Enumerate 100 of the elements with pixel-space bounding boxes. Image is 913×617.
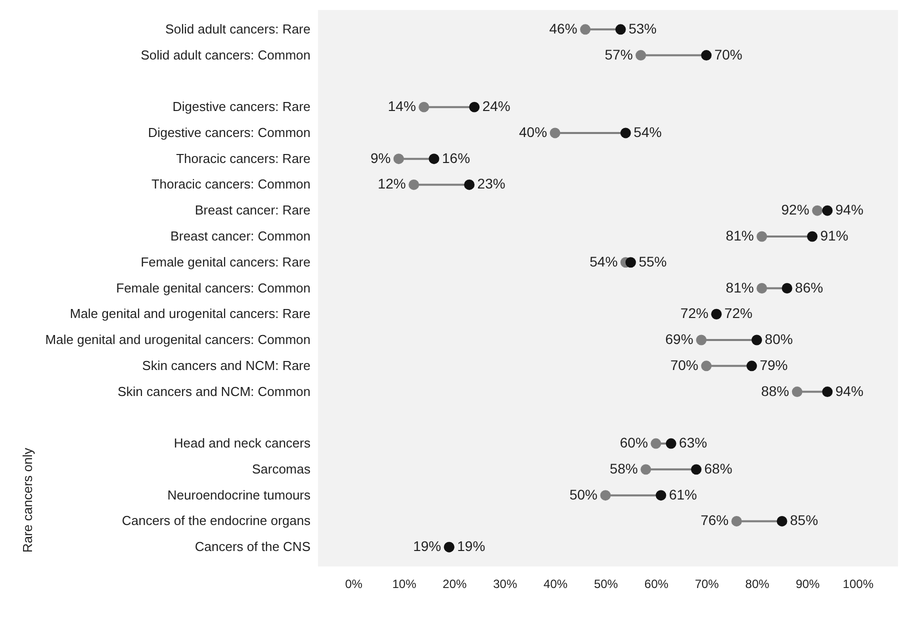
point bbox=[756, 283, 768, 294]
x-tick-label: 20% bbox=[442, 577, 468, 591]
data-label: 46% bbox=[549, 20, 578, 36]
point bbox=[580, 24, 591, 35]
y-tick-label: Male genital and urogenital cancers: Rare bbox=[70, 306, 310, 322]
x-tick-label: 30% bbox=[493, 577, 518, 591]
x-tick-label: 40% bbox=[544, 577, 568, 591]
point bbox=[752, 334, 762, 346]
y-tick-label: Male genital and urogenital cancers: Common bbox=[45, 332, 310, 348]
data-label: 24% bbox=[482, 98, 510, 114]
point bbox=[636, 50, 646, 61]
point bbox=[408, 179, 420, 190]
data-label: 54% bbox=[634, 124, 662, 140]
data-label: 69% bbox=[665, 331, 694, 348]
data-label: 60% bbox=[620, 434, 648, 451]
data-label: 23% bbox=[477, 176, 506, 192]
point bbox=[792, 386, 802, 398]
y-tick-label: Breast cancer: Common bbox=[170, 228, 310, 244]
point bbox=[464, 179, 475, 190]
data-label: 70% bbox=[714, 46, 742, 62]
y-tick-label: Sarcomas bbox=[252, 461, 311, 476]
y-tick-label: Cancers of the endocrine organs bbox=[122, 513, 311, 528]
data-label: 76% bbox=[700, 512, 729, 528]
data-label: 16% bbox=[442, 150, 470, 166]
data-label: 12% bbox=[378, 176, 406, 192]
point bbox=[756, 231, 768, 242]
data-label: 94% bbox=[835, 202, 864, 218]
point bbox=[696, 334, 707, 346]
point bbox=[782, 283, 792, 294]
data-label: 72% bbox=[724, 305, 752, 322]
y-tick-label: Neuroendocrine tumours bbox=[167, 487, 311, 502]
y-tick-label: Cancers of the CNS bbox=[194, 539, 311, 554]
data-label: 57% bbox=[604, 46, 633, 62]
x-tick-label: 0% bbox=[345, 577, 363, 591]
data-label: 55% bbox=[638, 253, 667, 270]
point bbox=[776, 516, 788, 526]
x-tick-label: 70% bbox=[694, 577, 720, 591]
point bbox=[812, 205, 823, 216]
point bbox=[666, 438, 676, 449]
data-label: 14% bbox=[388, 98, 416, 114]
data-label: 70% bbox=[670, 356, 698, 373]
data-label: 58% bbox=[610, 460, 638, 476]
point bbox=[550, 128, 560, 138]
data-label: 40% bbox=[519, 124, 548, 140]
point bbox=[418, 102, 430, 112]
data-label: 85% bbox=[790, 512, 818, 528]
point bbox=[428, 154, 440, 164]
point bbox=[701, 50, 712, 61]
y-tick-label: Thoracic cancers: Rare bbox=[176, 150, 310, 166]
data-label: 80% bbox=[764, 331, 793, 348]
y-tick-label: Skin cancers and NCM: Rare bbox=[142, 358, 310, 373]
x-tick-label: 10% bbox=[392, 577, 417, 591]
point bbox=[625, 257, 636, 268]
point bbox=[600, 490, 611, 501]
y-tick-label: Female genital cancers: Common bbox=[116, 280, 310, 296]
data-label: 92% bbox=[781, 202, 810, 218]
y-tick-label: Breast cancer: Rare bbox=[194, 202, 310, 218]
data-label: 50% bbox=[569, 486, 598, 502]
data-label: 94% bbox=[835, 382, 864, 399]
x-tick-label: 50% bbox=[594, 577, 618, 591]
data-label: 9% bbox=[370, 150, 391, 166]
x-tick-label: 80% bbox=[745, 577, 770, 591]
text: Rare cancers only bbox=[20, 447, 35, 553]
data-label: 86% bbox=[795, 279, 824, 296]
point bbox=[615, 24, 626, 35]
data-label: 72% bbox=[680, 305, 708, 322]
point bbox=[620, 128, 631, 138]
point bbox=[822, 386, 833, 398]
point bbox=[746, 360, 757, 372]
y-tick-label: Digestive cancers: Common bbox=[148, 124, 310, 140]
y-tick-label: Digestive cancers: Rare bbox=[172, 99, 310, 114]
data-label: 81% bbox=[726, 227, 754, 244]
data-label: 19% bbox=[413, 538, 442, 554]
point bbox=[393, 154, 404, 164]
y-tick-label: Female genital cancers: Rare bbox=[140, 254, 310, 270]
data-label: 61% bbox=[668, 486, 697, 502]
data-label: 53% bbox=[628, 20, 657, 36]
data-label: 88% bbox=[761, 382, 790, 399]
data-label: 91% bbox=[820, 227, 848, 244]
y-tick-label: Skin cancers and NCM: Common bbox=[118, 384, 310, 399]
data-label: 79% bbox=[760, 356, 788, 373]
y-tick-label: Thoracic cancers: Common bbox=[152, 176, 310, 192]
y-tick-label: Solid adult cancers: Rare bbox=[165, 21, 310, 36]
point bbox=[731, 516, 742, 526]
data-label: 81% bbox=[726, 279, 754, 296]
x-tick-label: 60% bbox=[644, 577, 669, 591]
point bbox=[640, 464, 652, 475]
data-label: 63% bbox=[679, 434, 708, 451]
point bbox=[807, 231, 818, 242]
x-tick-label: 100% bbox=[842, 577, 874, 591]
data-label: 54% bbox=[590, 253, 618, 270]
point bbox=[691, 464, 702, 475]
y-tick-label: Head and neck cancers bbox=[174, 436, 311, 451]
data-label: 68% bbox=[704, 460, 732, 476]
point bbox=[469, 102, 480, 112]
x-tick-label: 90% bbox=[796, 577, 820, 591]
point bbox=[656, 490, 666, 501]
point bbox=[822, 205, 833, 216]
data-label: 19% bbox=[457, 538, 486, 554]
point bbox=[701, 360, 712, 372]
